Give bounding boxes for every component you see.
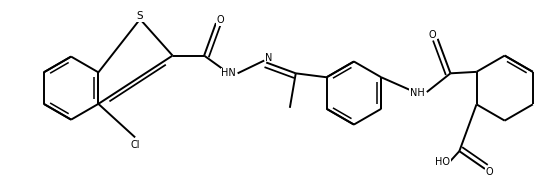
Text: HO: HO (435, 157, 450, 167)
Text: O: O (485, 167, 492, 177)
Text: O: O (216, 15, 224, 25)
Text: O: O (429, 30, 437, 40)
Text: S: S (137, 11, 143, 21)
Text: NH: NH (410, 88, 424, 98)
Text: HN: HN (221, 68, 236, 78)
Text: Cl: Cl (130, 140, 140, 150)
Text: N: N (266, 53, 273, 63)
